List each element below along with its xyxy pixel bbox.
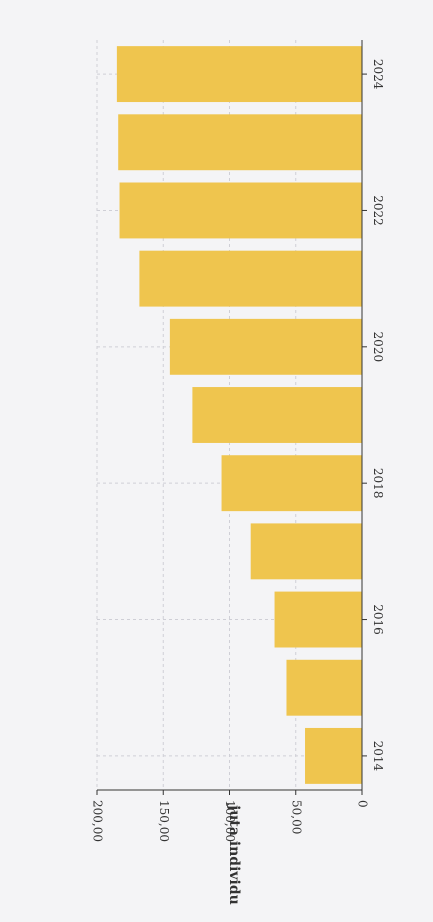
y-axis-title: juta individu — [226, 803, 242, 905]
y-tick-label: 200,00 — [91, 800, 105, 842]
x-tick-label: 2016 — [371, 604, 385, 635]
bar-2022 — [119, 182, 363, 239]
bar-2014 — [305, 727, 362, 784]
bar-2024 — [116, 46, 362, 103]
bar-2015 — [286, 659, 362, 716]
y-tick-label: 100,00 — [223, 800, 237, 842]
bar-2016 — [274, 591, 362, 648]
x-tick-label: 2014 — [371, 741, 385, 772]
bar-2020 — [169, 318, 362, 375]
x-tick-label: 2018 — [371, 468, 385, 499]
y-tick-label: 50,00 — [289, 800, 303, 834]
bars — [116, 46, 363, 784]
bar-2018 — [221, 455, 362, 512]
bar-2017 — [250, 523, 362, 580]
bar-2023 — [118, 114, 362, 171]
bar-2021 — [139, 250, 362, 307]
x-tick-label: 2022 — [371, 195, 385, 226]
y-tick-label: 150,00 — [157, 800, 171, 842]
x-tick-label: 2024 — [371, 59, 385, 90]
tick-labels: 0 50,00 100,00 150,00 200,00 2014 2016 2018 2020… — [91, 59, 386, 842]
bar-2019 — [192, 387, 362, 443]
x-tick-label: 2020 — [371, 332, 385, 363]
y-tick-label: 0 — [356, 800, 370, 808]
